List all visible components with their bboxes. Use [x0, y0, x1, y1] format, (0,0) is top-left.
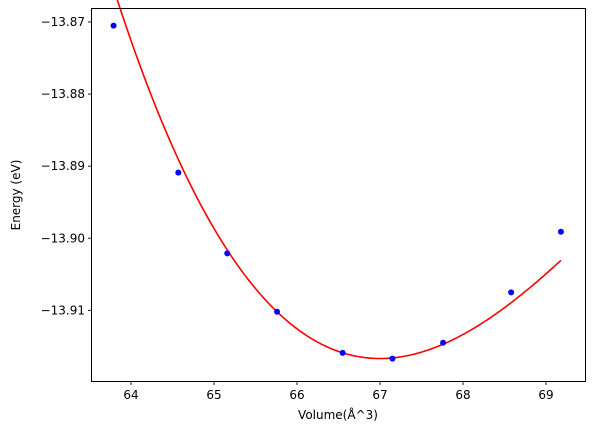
- x-tick-label: 65: [206, 388, 221, 402]
- x-tick-label: 69: [538, 388, 553, 402]
- y-axis: −13.87 −13.88 −13.89 −13.90 −13.91: [41, 15, 92, 317]
- y-tick-label: −13.87: [41, 15, 85, 29]
- data-point: [175, 169, 182, 176]
- data-point: [110, 22, 117, 29]
- data-point: [339, 349, 346, 356]
- fit-curve-line: [116, 0, 562, 360]
- x-tick-label: 68: [455, 388, 470, 402]
- y-axis-label: Energy (eV): [9, 160, 23, 231]
- x-axis: 64 65 66 67 68 69: [123, 381, 554, 402]
- y-tick-label: −13.91: [41, 303, 85, 317]
- y-tick-label: −13.90: [41, 231, 85, 245]
- data-point: [508, 289, 515, 296]
- data-point: [557, 228, 564, 235]
- data-point: [274, 308, 281, 315]
- data-point: [389, 355, 396, 362]
- plot-area: [110, 0, 564, 362]
- data-point: [440, 339, 447, 346]
- y-tick-label: −13.89: [41, 159, 85, 173]
- x-tick-label: 67: [372, 388, 387, 402]
- axes-frame: [91, 8, 586, 382]
- x-tick-label: 66: [289, 388, 304, 402]
- x-axis-label: Volume(Å^3): [298, 407, 378, 422]
- x-tick-label: 64: [123, 388, 138, 402]
- y-tick-label: −13.88: [41, 87, 85, 101]
- data-point: [224, 250, 231, 257]
